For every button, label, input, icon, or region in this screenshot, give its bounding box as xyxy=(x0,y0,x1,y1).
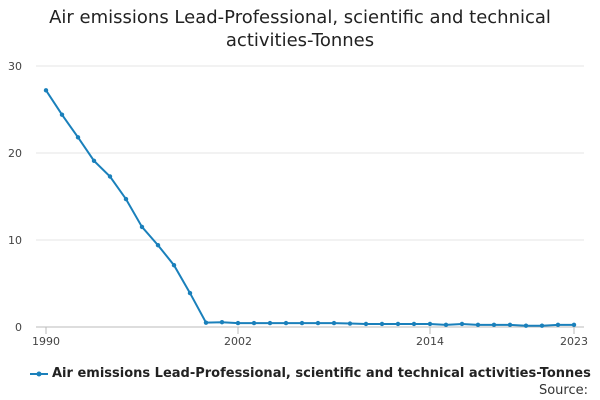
y-tick-label: 30 xyxy=(8,60,22,73)
point xyxy=(155,243,161,248)
point xyxy=(235,320,241,326)
point xyxy=(251,320,257,326)
point xyxy=(267,320,273,326)
point xyxy=(443,322,449,328)
point xyxy=(475,322,481,328)
x-tick-label: 2002 xyxy=(224,335,252,348)
point xyxy=(507,322,513,328)
chart-title: Air emissions Lead-Professional, scienti… xyxy=(49,7,551,51)
point xyxy=(43,88,49,93)
point xyxy=(571,322,577,328)
point xyxy=(363,321,369,327)
point xyxy=(219,320,225,325)
point xyxy=(91,158,97,164)
y-tick-label: 20 xyxy=(8,147,22,160)
point xyxy=(123,196,129,202)
point xyxy=(347,321,353,326)
point xyxy=(299,320,305,326)
point xyxy=(555,322,561,328)
point xyxy=(427,321,433,327)
y-tick-label: 10 xyxy=(8,234,22,247)
point xyxy=(139,224,145,230)
point xyxy=(59,112,65,117)
point xyxy=(459,321,465,327)
point xyxy=(203,320,209,325)
x-tick-label: 1990 xyxy=(32,335,60,348)
point xyxy=(283,320,289,326)
point xyxy=(331,320,337,326)
series-line xyxy=(45,89,574,327)
point xyxy=(523,323,529,328)
x-tick-label: 2023 xyxy=(560,335,588,348)
point xyxy=(539,323,545,328)
legend-swatch xyxy=(30,371,48,376)
point xyxy=(491,322,497,328)
source: Source: xyxy=(538,383,588,398)
point xyxy=(411,321,417,327)
point xyxy=(171,263,177,268)
point xyxy=(187,290,193,296)
x-tick-label: 2014 xyxy=(416,335,444,348)
point xyxy=(379,321,385,327)
legend: Air emissions Lead-Professional, scienti… xyxy=(30,366,591,381)
y-tick-label: 0 xyxy=(15,321,22,334)
point xyxy=(107,174,113,179)
point xyxy=(315,320,321,326)
legend-label: Air emissions Lead-Professional, scienti… xyxy=(52,366,591,381)
point xyxy=(395,321,401,327)
point xyxy=(75,135,81,140)
legend-marker xyxy=(36,371,42,376)
